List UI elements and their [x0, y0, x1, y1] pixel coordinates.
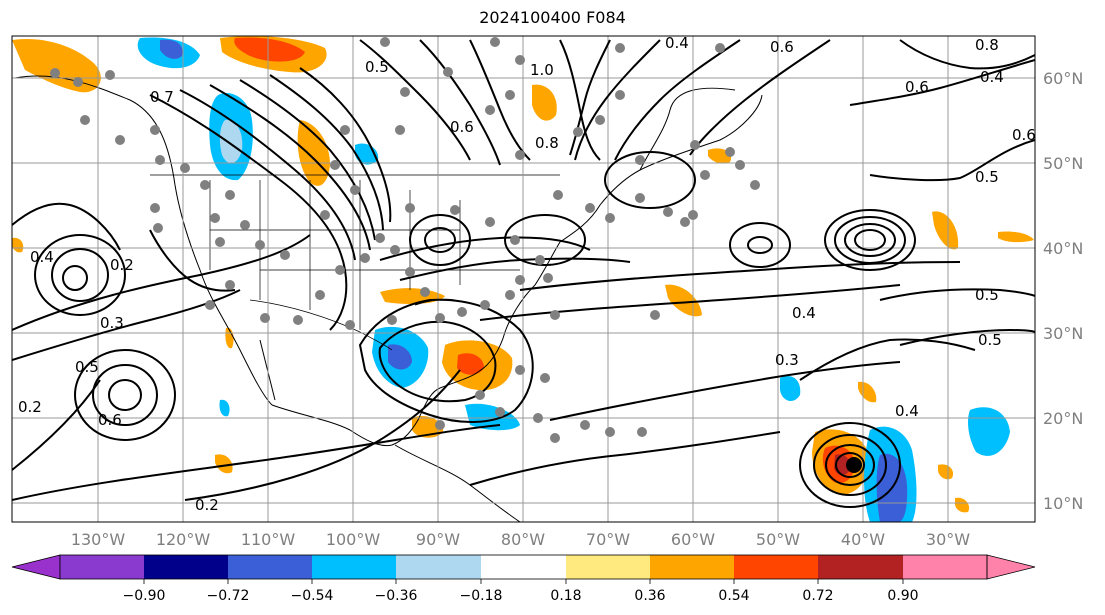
- contour-label: 1.0: [530, 61, 554, 79]
- contour-label: 0.6: [98, 411, 122, 429]
- lat-label: 50°N: [1043, 154, 1083, 173]
- contour-label: 0.2: [110, 256, 134, 274]
- colorbar-bin: [228, 555, 312, 579]
- colorbar-tick-label: 0.18: [550, 588, 581, 604]
- colorbar-min-extend: [11, 554, 61, 580]
- contour-label: 0.4: [895, 402, 919, 420]
- contour-label: 0.2: [18, 398, 42, 416]
- lat-label: 30°N: [1043, 324, 1083, 343]
- colorbar-tick-label: −0.72: [207, 588, 250, 604]
- contour-label: 0.5: [975, 168, 999, 186]
- colorbar-bin: [903, 555, 987, 579]
- contour-label: 0.5: [978, 331, 1002, 349]
- contour-label: 0.4: [792, 304, 816, 322]
- lon-label: 30°W: [926, 530, 970, 549]
- colorbar-bin: [60, 555, 144, 579]
- contour-label: 0.2: [195, 496, 219, 514]
- observation-dots: [50, 37, 760, 443]
- colorbar-tick-label: 0.54: [718, 588, 749, 604]
- colorbar-max-extend: [986, 554, 1036, 580]
- contour-label: 0.6: [450, 118, 474, 136]
- lon-label: 50°W: [756, 530, 800, 549]
- lat-label: 20°N: [1043, 409, 1083, 428]
- lon-label: 80°W: [501, 530, 545, 549]
- contour-label: 0.8: [535, 134, 559, 152]
- colorbar-tick-label: 0.36: [634, 588, 665, 604]
- colorbar-tick-label: 0.90: [887, 588, 918, 604]
- latitude-labels: 60°N 50°N 40°N 30°N 20°N 10°N: [1043, 69, 1083, 513]
- lon-label: 40°W: [841, 530, 885, 549]
- longitude-labels: 130°W 120°W 110°W 100°W 90°W 80°W 70°W 6…: [71, 530, 970, 549]
- colorbar-tick-label: −0.18: [460, 588, 503, 604]
- contour-label: 0.6: [905, 78, 929, 96]
- plot-frame: [11, 35, 1036, 523]
- contour-label: 0.4: [30, 248, 54, 266]
- lon-label: 130°W: [71, 530, 126, 549]
- contour-labels: 0.4 0.5 0.6 0.8 1.0 0.7 0.6 0.8 0.4 0.6 …: [18, 34, 1036, 514]
- colorbar-bin: [818, 555, 903, 579]
- lat-label: 40°N: [1043, 239, 1083, 258]
- colorbar-bin: [650, 555, 734, 579]
- contour-lines: [12, 39, 1035, 508]
- lon-label: 120°W: [156, 530, 211, 549]
- storm-center-marker: [846, 457, 862, 473]
- colorbar-tick-label: 0.72: [802, 588, 833, 604]
- contour-label: 0.8: [975, 36, 999, 54]
- lon-label: 70°W: [586, 530, 630, 549]
- colorbar-bin: [144, 555, 228, 579]
- colorbar-bin: [566, 555, 650, 579]
- colorbar-bin: [396, 555, 481, 579]
- lon-label: 100°W: [326, 530, 381, 549]
- shaded-anomalies: [12, 36, 1034, 522]
- graticule: [12, 36, 1035, 522]
- lon-label: 110°W: [241, 530, 296, 549]
- lon-label: 90°W: [416, 530, 460, 549]
- contour-label: 0.5: [365, 58, 389, 76]
- colorbar-bin: [481, 555, 566, 579]
- colorbar-frame: [59, 554, 988, 580]
- colorbar: −0.90 −0.72 −0.54 −0.36 −0.18 0.18 0.36 …: [11, 554, 1036, 604]
- contour-label: 0.5: [975, 286, 999, 304]
- map-title: 2024100400 F084: [479, 8, 626, 27]
- contour-label: 0.3: [100, 314, 124, 332]
- contour-label: 0.4: [665, 34, 689, 52]
- contour-label: 0.4: [980, 68, 1004, 86]
- lat-label: 60°N: [1043, 69, 1083, 88]
- contour-label: 0.6: [1012, 126, 1036, 144]
- lat-label: 10°N: [1043, 494, 1083, 513]
- contour-label: 0.6: [770, 38, 794, 56]
- colorbar-tick-label: −0.54: [291, 588, 334, 604]
- contour-label: 0.3: [775, 351, 799, 369]
- colorbar-bin: [734, 555, 818, 579]
- contour-label: 0.5: [75, 358, 99, 376]
- lon-label: 60°W: [671, 530, 715, 549]
- colorbar-bin: [312, 555, 396, 579]
- colorbar-tick-label: −0.90: [123, 588, 166, 604]
- colorbar-tick-label: −0.36: [375, 588, 418, 604]
- contour-label: 0.7: [150, 88, 174, 106]
